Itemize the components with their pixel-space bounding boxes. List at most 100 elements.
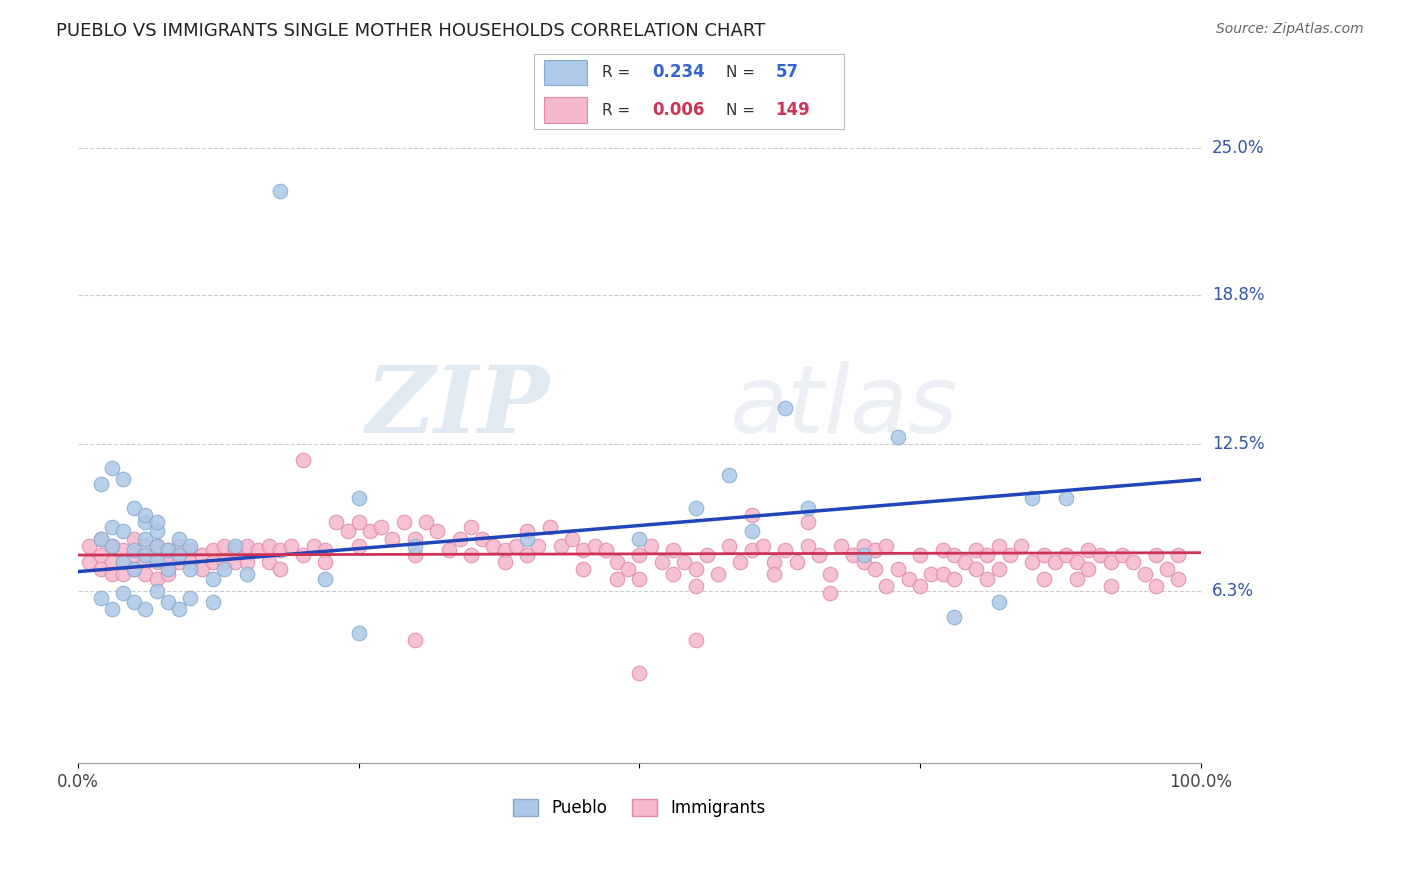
Point [179,543,201,558]
Point [841,548,863,562]
Point [291,453,314,467]
Point [1111,548,1133,562]
Point [190,548,212,562]
Text: 0.006: 0.006 [652,102,704,120]
Point [797,500,820,515]
Point [325,515,347,529]
Point [1167,548,1189,562]
Point [516,524,538,539]
Text: PUEBLO VS IMMIGRANTS SINGLE MOTHER HOUSEHOLDS CORRELATION CHART: PUEBLO VS IMMIGRANTS SINGLE MOTHER HOUSE… [56,22,765,40]
Point [314,543,336,558]
Point [640,539,662,553]
Point [426,524,449,539]
Text: 149: 149 [776,102,810,120]
Point [942,572,965,586]
Point [628,666,651,681]
Text: 57: 57 [776,63,799,81]
Point [606,572,628,586]
Point [212,562,235,576]
Point [1099,579,1122,593]
Point [134,508,156,522]
Point [167,532,190,546]
Point [101,555,124,569]
Point [291,548,314,562]
Point [696,548,718,562]
Point [347,515,370,529]
Point [920,566,942,581]
Point [863,543,886,558]
Point [122,562,145,576]
Point [550,539,572,553]
Point [122,548,145,562]
Point [224,555,246,569]
Point [987,539,1010,553]
Text: 0.234: 0.234 [652,63,704,81]
Point [179,539,201,553]
Point [134,566,156,581]
Point [336,524,359,539]
Point [122,500,145,515]
Point [145,539,167,553]
Point [1077,543,1099,558]
Point [257,539,280,553]
Point [775,543,797,558]
Point [347,539,370,553]
Text: 12.5%: 12.5% [1212,435,1264,453]
Point [156,566,179,581]
Point [370,519,392,533]
Point [494,555,516,569]
Point [111,555,134,569]
Point [90,591,112,605]
Point [122,562,145,576]
Point [998,548,1021,562]
Point [280,539,302,553]
Point [302,539,325,553]
Point [741,543,763,558]
Point [269,543,291,558]
Point [156,595,179,609]
Point [101,539,124,553]
Text: 18.8%: 18.8% [1212,286,1264,304]
Point [786,555,808,569]
Text: 6.3%: 6.3% [1212,582,1254,599]
Point [617,562,640,576]
Point [145,553,167,567]
Point [246,543,269,558]
Point [460,519,482,533]
Point [875,579,897,593]
Point [111,524,134,539]
Point [212,555,235,569]
Point [1144,548,1167,562]
Point [269,184,291,198]
Point [628,572,651,586]
Point [976,548,998,562]
Point [987,562,1010,576]
Point [897,572,920,586]
Text: N =: N = [725,65,759,80]
Point [347,491,370,506]
Point [134,539,156,553]
Point [101,566,124,581]
Point [752,539,775,553]
Point [516,532,538,546]
Point [460,548,482,562]
Point [1167,572,1189,586]
Point [179,562,201,576]
Point [156,543,179,558]
Point [820,586,842,600]
Point [718,467,741,482]
Point [561,532,583,546]
Point [156,562,179,576]
Point [134,555,156,569]
Text: 25.0%: 25.0% [1212,139,1264,157]
Point [1054,491,1077,506]
Point [685,500,707,515]
Point [673,555,696,569]
Point [1054,548,1077,562]
Point [437,543,460,558]
Point [863,562,886,576]
Point [359,524,381,539]
Point [852,548,875,562]
Point [269,562,291,576]
Point [763,555,786,569]
